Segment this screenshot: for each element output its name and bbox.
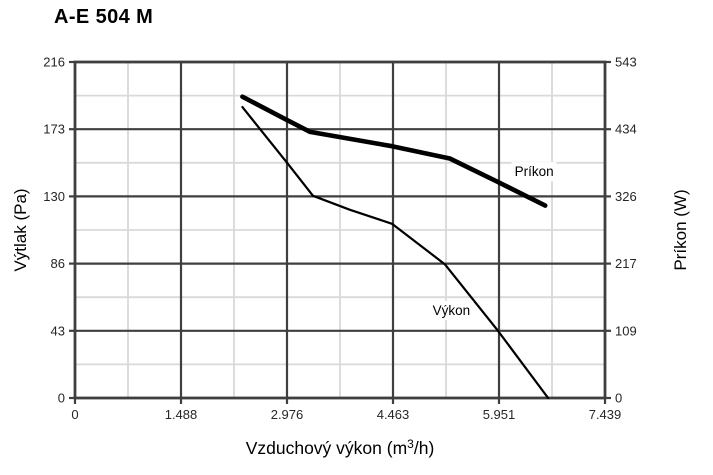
y-left-tick-label: 173 xyxy=(43,122,65,137)
x-axis-tick-label: 2.976 xyxy=(271,407,304,422)
y-left-tick-label: 43 xyxy=(51,323,65,338)
x-axis-title: Vzduchový výkon (m3/h) xyxy=(246,437,435,458)
series-label-background xyxy=(429,300,474,320)
y-right-axis-title: Príkon (W) xyxy=(671,189,690,270)
y-left-tick-label: 130 xyxy=(43,189,65,204)
y-right-tick-label: 326 xyxy=(615,189,637,204)
x-axis-tick-label: 7.439 xyxy=(589,407,622,422)
x-axis-tick-label: 5.951 xyxy=(483,407,516,422)
series-label: Výkon xyxy=(433,303,471,318)
y-right-tick-label: 109 xyxy=(615,323,637,338)
y-left-tick-label: 86 xyxy=(51,256,65,271)
x-axis-tick-label: 0 xyxy=(71,407,78,422)
page-title: A-E 504 M xyxy=(54,6,154,28)
y-right-tick-label: 0 xyxy=(615,391,622,406)
series-curve-vykon xyxy=(241,105,550,400)
series-curve-prikon xyxy=(240,94,548,208)
plot-border xyxy=(73,60,607,400)
y-right-tick-label: 434 xyxy=(615,122,637,137)
x-axis-tick-label: 4.463 xyxy=(377,407,410,422)
y-left-tick-label: 216 xyxy=(43,55,65,70)
y-right-tick-label: 543 xyxy=(615,55,637,70)
x-axis-tick-label: 1.488 xyxy=(165,407,198,422)
y-right-tick-label: 217 xyxy=(615,256,637,271)
y-left-tick-label: 0 xyxy=(58,391,65,406)
y-left-axis-title: Výtlak (Pa) xyxy=(11,188,30,271)
series-label-background xyxy=(511,162,557,182)
series-label: Príkon xyxy=(515,164,554,179)
